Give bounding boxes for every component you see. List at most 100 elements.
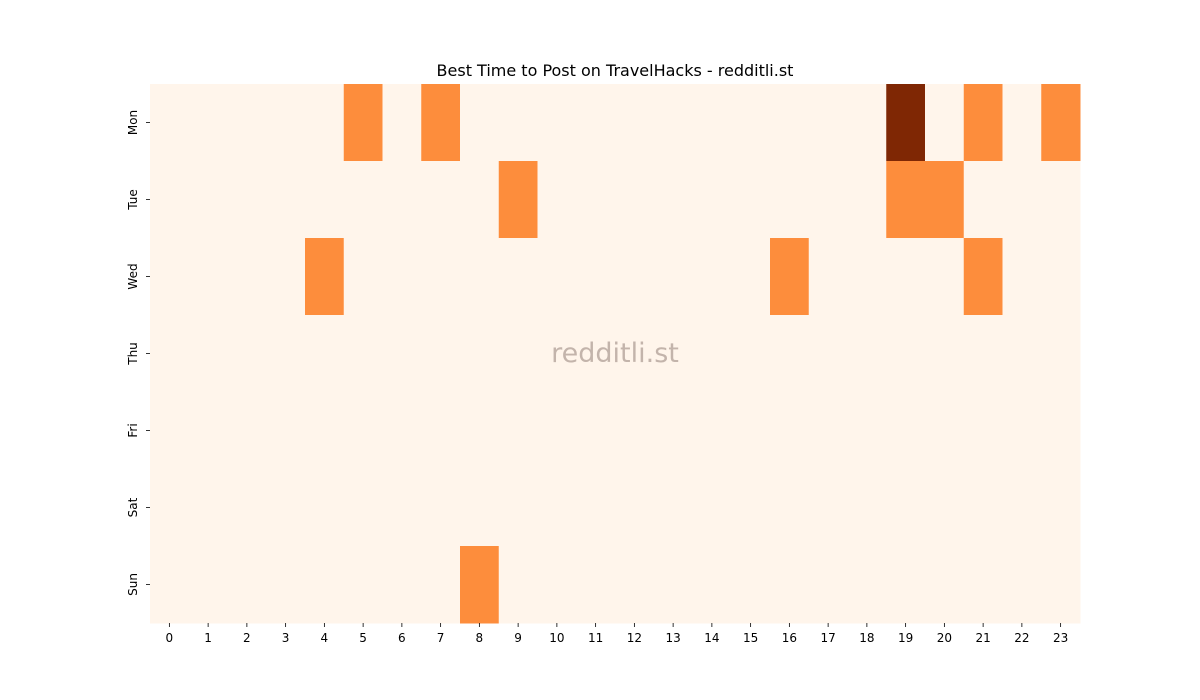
heatmap-cell-thu-1 [188, 315, 228, 393]
heatmap-cell-sat-22 [1002, 469, 1042, 547]
heatmap-cell-mon-23 [1041, 84, 1081, 162]
heatmap-cell-thu-2 [227, 315, 267, 393]
heatmap-cell-thu-6 [382, 315, 422, 393]
heatmap-cell-wed-18 [847, 238, 887, 316]
heatmap-cell-sun-6 [382, 546, 422, 624]
heatmap-cell-tue-16 [770, 161, 810, 239]
heatmap-cell-fri-2 [227, 392, 267, 470]
heatmap-cell-sat-14 [692, 469, 732, 547]
watermark: redditli.st [551, 338, 679, 369]
heatmap-cell-sat-1 [188, 469, 228, 547]
heatmap-cell-sat-10 [537, 469, 577, 547]
heatmap-cell-mon-4 [305, 84, 345, 162]
heatmap-cell-tue-3 [266, 161, 306, 239]
heatmap-cell-sun-11 [576, 546, 616, 624]
heatmap-cell-tue-21 [963, 161, 1003, 239]
x-tick-label: 13 [665, 631, 680, 645]
heatmap-cell-thu-23 [1041, 315, 1081, 393]
chart-title: Best Time to Post on TravelHacks - reddi… [437, 61, 794, 80]
heatmap-cell-mon-19 [886, 84, 926, 162]
heatmap-cell-sat-8 [460, 469, 500, 547]
heatmap-cell-tue-5 [343, 161, 383, 239]
heatmap-cell-mon-11 [576, 84, 616, 162]
heatmap-cell-sat-3 [266, 469, 306, 547]
heatmap-cell-tue-23 [1041, 161, 1081, 239]
heatmap-cell-tue-1 [188, 161, 228, 239]
heatmap-cell-tue-7 [421, 161, 461, 239]
heatmap-cells [150, 84, 1081, 624]
heatmap-cell-fri-15 [731, 392, 771, 470]
heatmap-cell-fri-14 [692, 392, 732, 470]
x-tick-label: 0 [166, 631, 174, 645]
heatmap-cell-fri-20 [925, 392, 965, 470]
y-tick-label: Sat [126, 497, 140, 517]
heatmap-cell-wed-11 [576, 238, 616, 316]
y-tick-label: Fri [126, 423, 140, 437]
heatmap-cell-thu-16 [770, 315, 810, 393]
x-tick-label: 20 [937, 631, 952, 645]
heatmap-cell-sun-2 [227, 546, 267, 624]
heatmap-cell-fri-8 [460, 392, 500, 470]
heatmap-cell-wed-4 [305, 238, 345, 316]
heatmap-cell-mon-18 [847, 84, 887, 162]
heatmap-cell-sun-9 [498, 546, 538, 624]
heatmap-cell-tue-6 [382, 161, 422, 239]
heatmap-cell-mon-13 [653, 84, 693, 162]
x-tick-label: 23 [1053, 631, 1068, 645]
heatmap-cell-thu-5 [343, 315, 383, 393]
heatmap-cell-tue-18 [847, 161, 887, 239]
heatmap-cell-fri-12 [615, 392, 655, 470]
y-tick-label: Tue [126, 189, 140, 211]
heatmap-cell-sat-17 [808, 469, 848, 547]
heatmap-cell-wed-20 [925, 238, 965, 316]
heatmap-cell-mon-10 [537, 84, 577, 162]
y-tick-label: Mon [126, 110, 140, 135]
heatmap-cell-tue-20 [925, 161, 965, 239]
heatmap-cell-wed-9 [498, 238, 538, 316]
heatmap-cell-tue-17 [808, 161, 848, 239]
heatmap-cell-sat-12 [615, 469, 655, 547]
heatmap-cell-wed-5 [343, 238, 383, 316]
heatmap-cell-sun-1 [188, 546, 228, 624]
heatmap-cell-thu-13 [653, 315, 693, 393]
heatmap-cell-wed-12 [615, 238, 655, 316]
heatmap-cell-thu-22 [1002, 315, 1042, 393]
heatmap-cell-sat-13 [653, 469, 693, 547]
heatmap-cell-mon-12 [615, 84, 655, 162]
heatmap-cell-thu-17 [808, 315, 848, 393]
heatmap-cell-mon-20 [925, 84, 965, 162]
heatmap-cell-sat-4 [305, 469, 345, 547]
heatmap-cell-sun-0 [150, 546, 190, 624]
heatmap-cell-wed-2 [227, 238, 267, 316]
heatmap-cell-fri-6 [382, 392, 422, 470]
heatmap-cell-wed-16 [770, 238, 810, 316]
heatmap-cell-tue-2 [227, 161, 267, 239]
x-tick-label: 15 [743, 631, 758, 645]
x-tick-label: 9 [514, 631, 522, 645]
heatmap-cell-tue-0 [150, 161, 190, 239]
x-tick-label: 16 [782, 631, 797, 645]
heatmap-cell-sun-22 [1002, 546, 1042, 624]
heatmap-cell-wed-23 [1041, 238, 1081, 316]
heatmap-cell-mon-15 [731, 84, 771, 162]
x-tick-label: 8 [476, 631, 484, 645]
heatmap-cell-mon-1 [188, 84, 228, 162]
heatmap-cell-fri-18 [847, 392, 887, 470]
heatmap-cell-fri-17 [808, 392, 848, 470]
y-tick-label: Wed [126, 263, 140, 289]
heatmap-cell-mon-5 [343, 84, 383, 162]
heatmap-cell-sun-3 [266, 546, 306, 624]
heatmap-cell-thu-0 [150, 315, 190, 393]
heatmap-cell-wed-22 [1002, 238, 1042, 316]
x-tick-label: 18 [859, 631, 874, 645]
heatmap-cell-sun-5 [343, 546, 383, 624]
heatmap-cell-tue-22 [1002, 161, 1042, 239]
x-tick-label: 17 [820, 631, 835, 645]
heatmap-cell-thu-12 [615, 315, 655, 393]
heatmap-cell-thu-14 [692, 315, 732, 393]
heatmap-cell-fri-19 [886, 392, 926, 470]
heatmap-cell-sun-7 [421, 546, 461, 624]
heatmap-cell-tue-9 [498, 161, 538, 239]
heatmap-cell-sat-0 [150, 469, 190, 547]
